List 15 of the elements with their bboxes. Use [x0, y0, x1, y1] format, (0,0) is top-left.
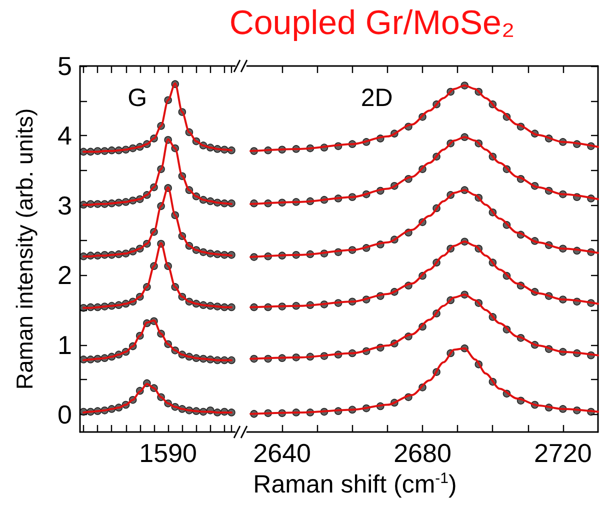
y-tick-label: 4 — [58, 120, 72, 151]
x-tick-label: 1590 — [139, 438, 197, 468]
annotation: G — [128, 84, 148, 112]
y-tick-label: 1 — [58, 330, 72, 360]
x-tick-label: 2640 — [253, 438, 312, 468]
y-tick-label: 5 — [58, 51, 72, 81]
x-axis-title: Raman shift (cm$^{-1}$) — [252, 470, 458, 500]
y-tick-label: 3 — [58, 190, 72, 220]
y-axis-title: Raman intensity (arb. units) — [12, 108, 38, 390]
x-tick-label: 2680 — [394, 438, 452, 468]
x-tick-label: 2720 — [534, 438, 592, 468]
chart-title: Coupled Gr/MoSe₂ — [228, 4, 516, 43]
y-tick-label: 2 — [58, 260, 72, 290]
annotation: 2D — [360, 84, 393, 112]
y-tick-label: 0 — [58, 400, 72, 430]
